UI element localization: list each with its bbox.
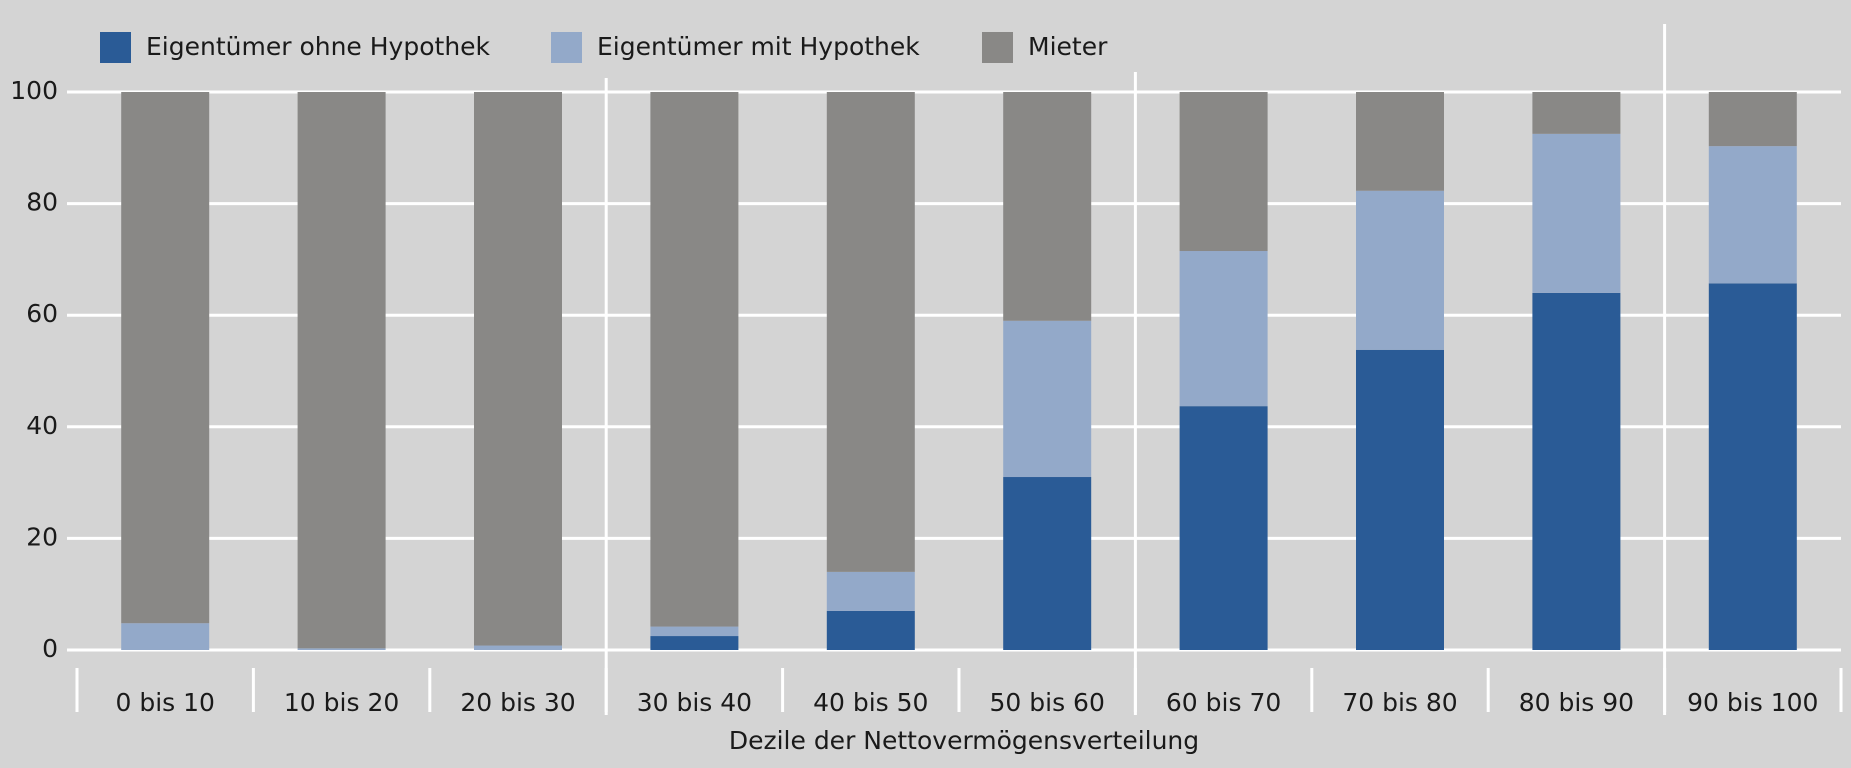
x-tick-label: 60 bis 70 — [1166, 688, 1281, 717]
legend-swatch — [551, 32, 582, 63]
bar-segment — [650, 636, 739, 650]
bar-segment — [650, 92, 739, 627]
bar-segment — [474, 92, 562, 646]
bar-segment — [474, 645, 562, 650]
x-axis-title: Dezile der Nettovermögensverteilung — [729, 726, 1199, 755]
legend-label: Eigentümer mit Hypothek — [597, 32, 920, 61]
bar-segment — [1532, 292, 1621, 650]
legend-label: Mieter — [1028, 32, 1108, 61]
x-tick-label: 10 bis 20 — [284, 688, 399, 717]
x-tick-label: 50 bis 60 — [990, 688, 1105, 717]
legend-swatch — [100, 32, 131, 63]
x-tick-label: 80 bis 90 — [1519, 688, 1634, 717]
x-tick-label: 90 bis 100 — [1687, 688, 1818, 717]
y-tick-label: 0 — [42, 634, 58, 663]
bar-segment — [1179, 251, 1268, 407]
x-tick-label: 70 bis 80 — [1342, 688, 1457, 717]
bar-segment — [1003, 320, 1092, 478]
x-tick-label: 20 bis 30 — [460, 688, 575, 717]
bar-segment — [297, 648, 386, 650]
bar-segment — [826, 571, 915, 611]
bar-segment — [1003, 477, 1092, 650]
bar-segment — [1356, 190, 1444, 350]
x-tick-label: 40 bis 50 — [813, 688, 928, 717]
bar-segment — [1179, 92, 1268, 252]
bar-segment — [1179, 406, 1268, 650]
y-tick-label: 80 — [26, 188, 58, 217]
bar-segment — [1532, 92, 1621, 134]
bar-segment — [650, 626, 739, 637]
bar-segment — [1532, 133, 1621, 293]
y-tick-label: 20 — [26, 522, 58, 551]
bar-segment — [297, 92, 386, 649]
bar-segment — [121, 92, 210, 624]
bar-segment — [826, 610, 915, 650]
bar-segment — [826, 92, 915, 572]
bar-segment — [121, 623, 210, 650]
bar-segment — [1708, 146, 1797, 284]
legend-swatch — [982, 32, 1013, 63]
x-tick-label: 0 bis 10 — [115, 688, 214, 717]
y-tick-label: 100 — [10, 76, 58, 105]
x-tick-label: 30 bis 40 — [637, 688, 752, 717]
bar-segment — [1003, 92, 1092, 321]
y-tick-label: 60 — [26, 299, 58, 328]
y-tick-label: 40 — [26, 411, 58, 440]
bar-segment — [1708, 92, 1797, 147]
bar-segment — [1708, 283, 1797, 650]
legend-label: Eigentümer ohne Hypothek — [146, 32, 491, 61]
bar-segment — [1356, 349, 1444, 650]
bar-segment — [1356, 92, 1444, 191]
